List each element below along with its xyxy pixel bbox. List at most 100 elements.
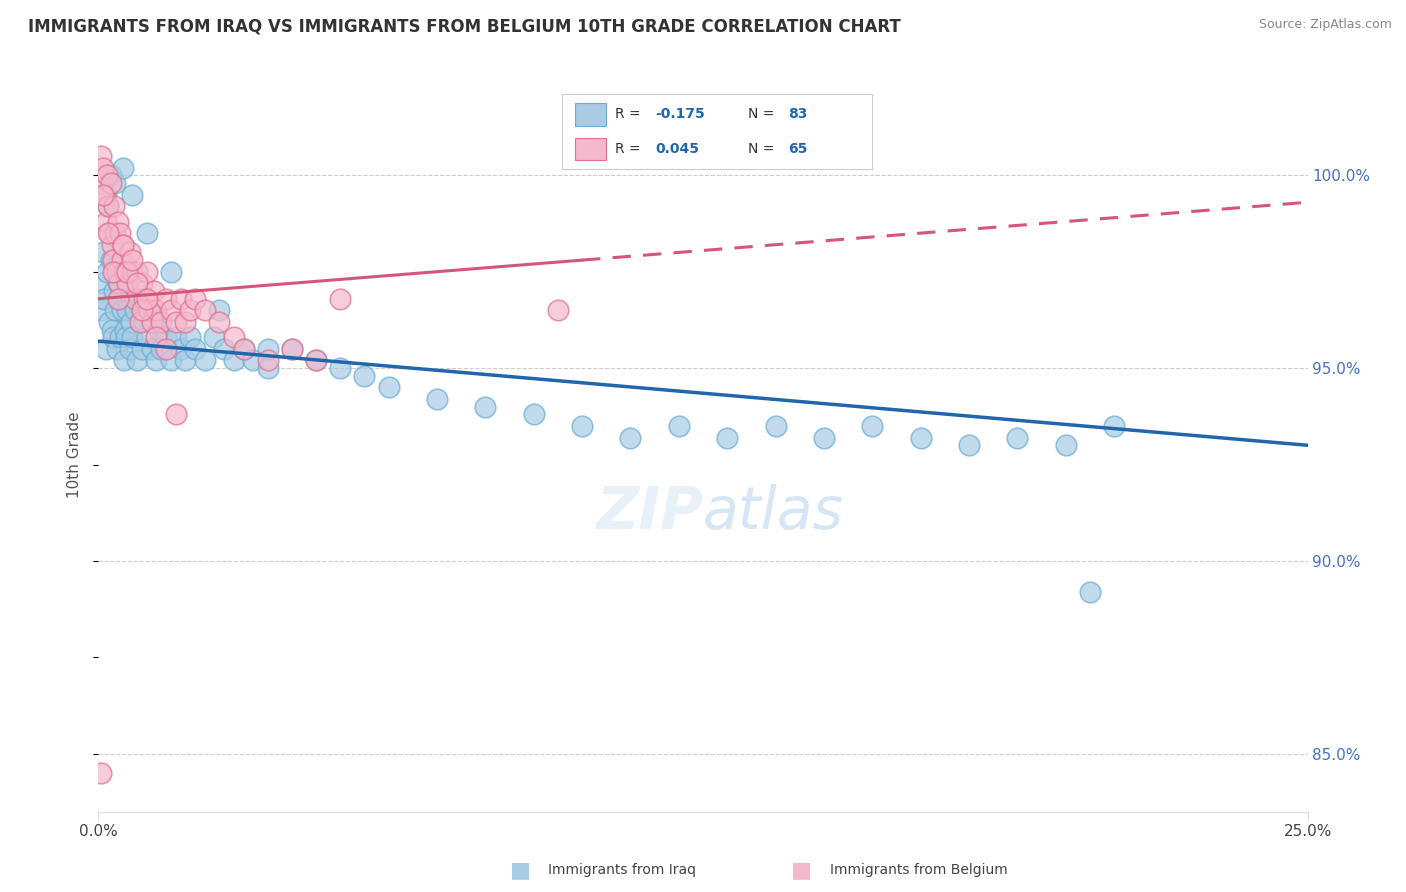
Point	[135, 292, 157, 306]
Point	[184, 292, 207, 306]
Point	[101, 253, 124, 268]
Point	[128, 315, 150, 329]
Point	[90, 303, 112, 318]
Point	[114, 322, 136, 336]
Point	[148, 322, 170, 336]
Text: ZIP: ZIP	[596, 483, 703, 541]
Point	[104, 303, 127, 318]
Point	[169, 342, 191, 356]
Point	[184, 342, 207, 356]
Point	[103, 199, 125, 213]
Point	[143, 284, 166, 298]
Point	[208, 315, 231, 329]
Point	[112, 353, 135, 368]
Point	[150, 315, 173, 329]
Point	[97, 226, 120, 240]
Point	[765, 419, 787, 434]
Point	[571, 419, 593, 434]
Point	[281, 342, 304, 356]
Point	[127, 265, 149, 279]
Point	[124, 303, 146, 318]
Point	[155, 330, 177, 344]
Text: N =: N =	[748, 107, 779, 121]
Point	[120, 315, 142, 329]
Point	[329, 361, 352, 376]
Point	[256, 361, 278, 376]
Text: Immigrants from Iraq: Immigrants from Iraq	[548, 863, 696, 877]
Point	[194, 353, 217, 368]
Point	[105, 342, 128, 356]
Text: IMMIGRANTS FROM IRAQ VS IMMIGRANTS FROM BELGIUM 10TH GRADE CORRELATION CHART: IMMIGRANTS FROM IRAQ VS IMMIGRANTS FROM …	[28, 18, 901, 36]
Point	[107, 277, 129, 291]
Point	[134, 315, 156, 329]
Point	[160, 265, 183, 279]
Text: atlas: atlas	[703, 483, 844, 541]
Point	[91, 277, 114, 291]
Point	[114, 265, 136, 279]
Point	[174, 353, 197, 368]
Point	[91, 187, 114, 202]
Point	[91, 161, 114, 175]
Point	[131, 342, 153, 356]
Point	[118, 342, 141, 356]
Point	[91, 245, 114, 260]
Point	[143, 315, 166, 329]
Point	[108, 226, 131, 240]
Point	[128, 292, 150, 306]
Point	[117, 277, 139, 291]
Point	[135, 330, 157, 344]
Text: R =: R =	[614, 107, 645, 121]
Point	[256, 342, 278, 356]
Point	[174, 315, 197, 329]
Text: ■: ■	[792, 860, 811, 880]
Point	[98, 315, 121, 329]
Point	[155, 292, 177, 306]
Point	[145, 353, 167, 368]
Point	[111, 253, 134, 268]
Point	[150, 342, 173, 356]
Point	[135, 265, 157, 279]
Point	[281, 342, 304, 356]
Point	[104, 176, 127, 190]
Bar	[575, 137, 606, 161]
Point	[160, 303, 183, 318]
Point	[93, 292, 115, 306]
Point	[222, 353, 245, 368]
Point	[94, 214, 117, 228]
Point	[111, 303, 134, 318]
Point	[98, 226, 121, 240]
Point	[117, 265, 139, 279]
Text: Immigrants from Belgium: Immigrants from Belgium	[830, 863, 1007, 877]
Point	[377, 380, 399, 394]
Point	[118, 245, 141, 260]
Text: Source: ZipAtlas.com: Source: ZipAtlas.com	[1258, 18, 1392, 31]
Point	[353, 368, 375, 383]
Point	[305, 353, 328, 368]
Point	[127, 277, 149, 291]
Point	[135, 226, 157, 240]
Point	[619, 431, 641, 445]
Point	[115, 330, 138, 344]
Point	[96, 265, 118, 279]
Point	[232, 342, 254, 356]
Point	[155, 342, 177, 356]
Point	[242, 353, 264, 368]
Point	[179, 303, 201, 318]
Point	[208, 303, 231, 318]
Point	[474, 400, 496, 414]
Point	[145, 330, 167, 344]
Text: 65: 65	[789, 142, 807, 156]
Point	[111, 237, 134, 252]
Point	[96, 168, 118, 182]
Point	[107, 292, 129, 306]
Point	[90, 766, 112, 780]
Text: -0.175: -0.175	[655, 107, 704, 121]
Point	[160, 353, 183, 368]
Point	[121, 253, 143, 268]
Point	[90, 149, 112, 163]
Point	[165, 408, 187, 422]
Point	[107, 292, 129, 306]
Text: R =: R =	[614, 142, 645, 156]
Point	[134, 292, 156, 306]
Point	[97, 199, 120, 213]
